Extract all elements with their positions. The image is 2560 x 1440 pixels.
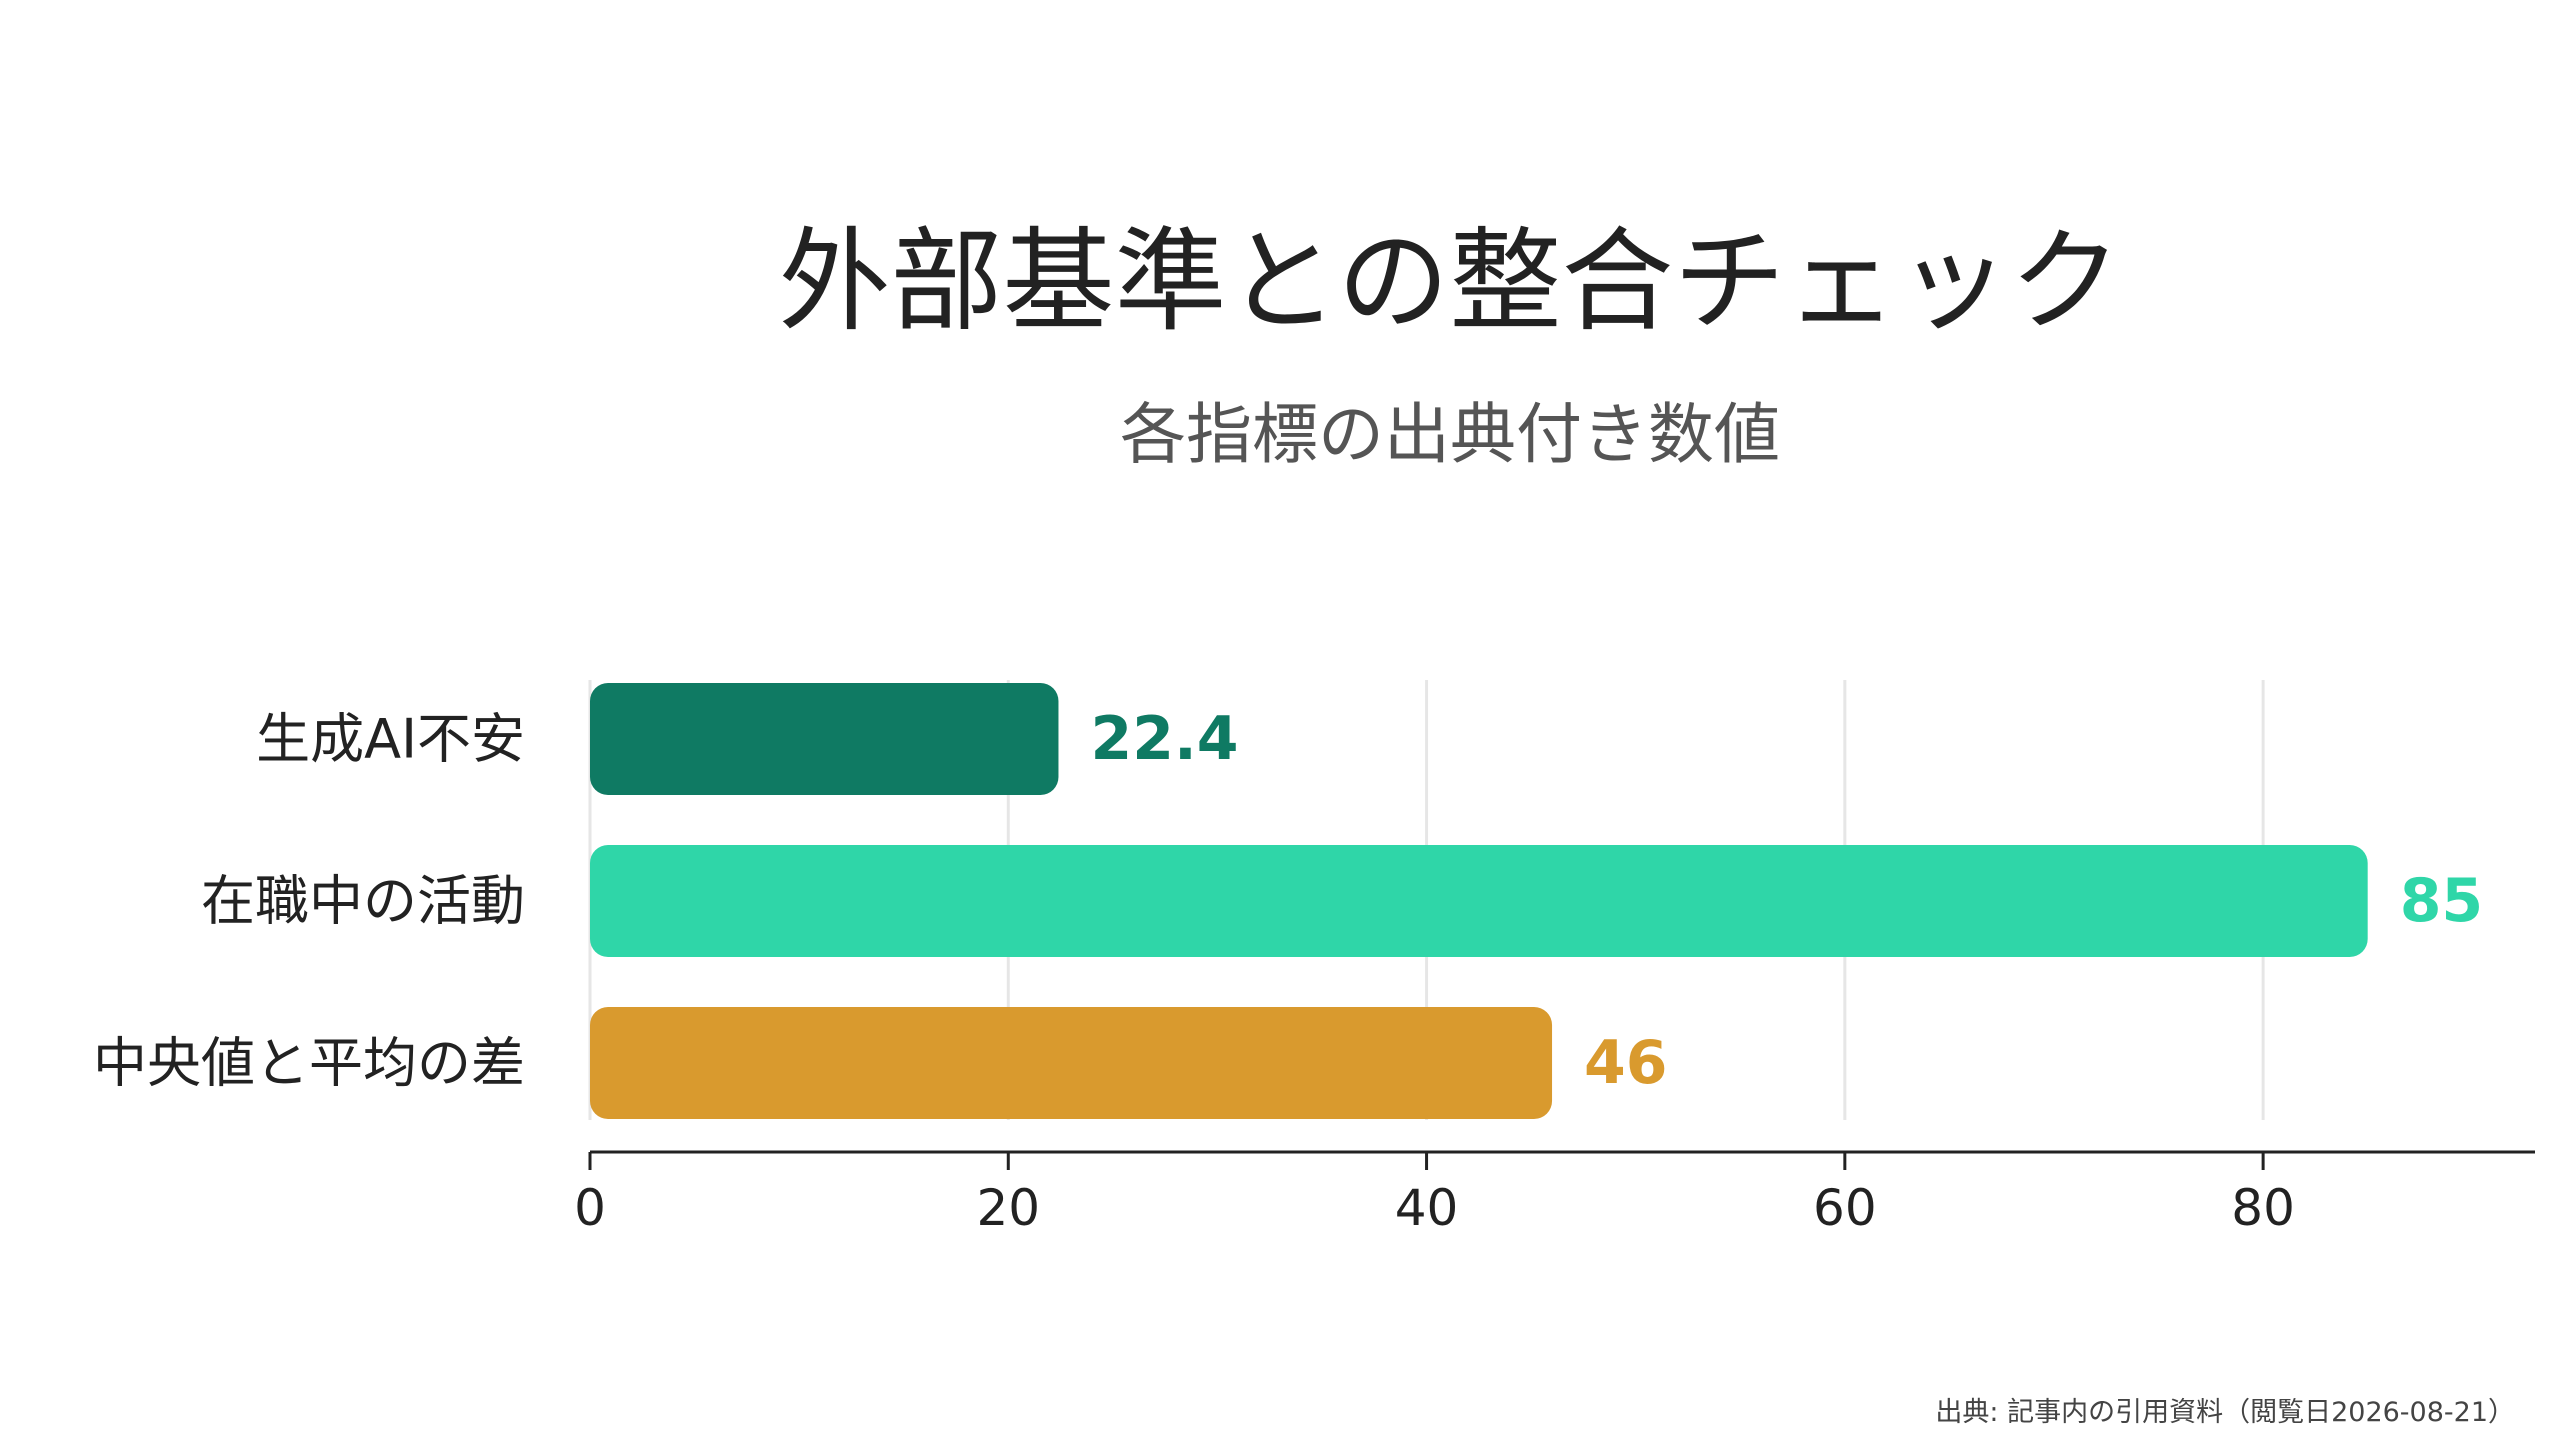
x-tick-label-3: 60 bbox=[1813, 1179, 1877, 1237]
x-tick-label-4: 80 bbox=[2231, 1179, 2295, 1237]
value-label-0: 22.4 bbox=[1090, 704, 1238, 774]
bar-0 bbox=[590, 683, 1059, 795]
bar-1 bbox=[590, 845, 2368, 957]
source-note: 出典: 記事内の引用資料（閲覧日2026-08-21） bbox=[1935, 1397, 2515, 1428]
category-label-2: 中央値と平均の差 bbox=[93, 1032, 525, 1095]
x-tick-label-2: 40 bbox=[1395, 1179, 1459, 1237]
category-label-0: 生成AI不安 bbox=[256, 708, 525, 771]
value-label-2: 46 bbox=[1584, 1028, 1668, 1098]
x-axis: 0 20 40 60 80 bbox=[574, 1150, 2535, 1237]
x-tick-label-1: 20 bbox=[976, 1179, 1040, 1237]
bars: 生成AI不安 22.4 在職中の活動 85 中央値と平均の差 46 bbox=[93, 683, 2483, 1119]
x-tick-label-0: 0 bbox=[574, 1179, 606, 1237]
bar-2 bbox=[590, 1007, 1553, 1119]
chart-title: 外部基準との整合チェック bbox=[778, 217, 2122, 347]
value-label-1: 85 bbox=[2400, 866, 2484, 936]
chart-subtitle: 各指標の出典付き数値 bbox=[1120, 396, 1780, 473]
category-label-1: 在職中の活動 bbox=[201, 870, 525, 933]
